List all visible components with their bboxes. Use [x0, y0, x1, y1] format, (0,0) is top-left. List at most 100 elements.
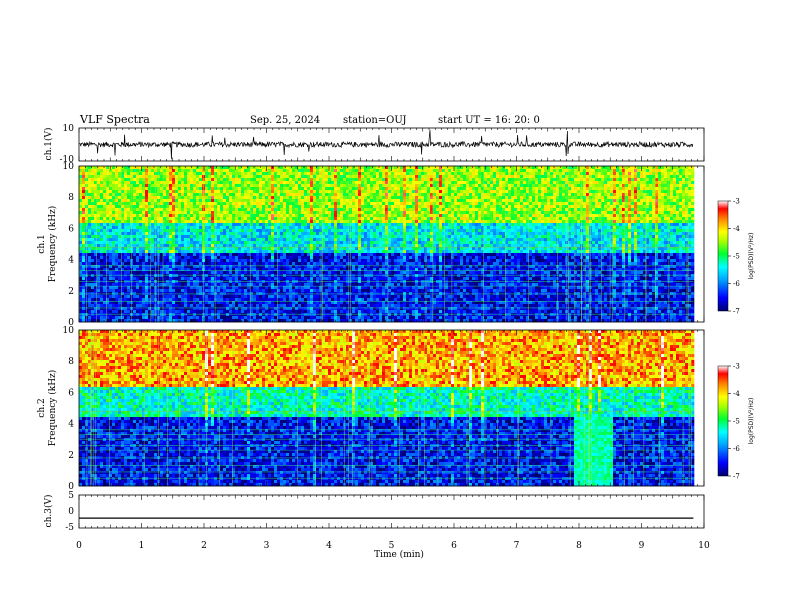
- spec-cell: [286, 172, 289, 175]
- spec-cell: [280, 169, 283, 172]
- spec-cell: [313, 289, 316, 292]
- spec-cell: [253, 178, 256, 181]
- spec-cell: [193, 304, 196, 307]
- spec-cell: [232, 172, 235, 175]
- spec-cell: [244, 238, 247, 241]
- spec-cell: [289, 181, 292, 184]
- spec-cell: [337, 202, 340, 205]
- spec-cell: [88, 286, 91, 289]
- spec-cell: [118, 187, 121, 190]
- spec-cell: [142, 265, 145, 268]
- spec-cell: [256, 232, 259, 235]
- spec-cell: [223, 253, 226, 256]
- spec-cell: [304, 202, 307, 205]
- spec-cell: [262, 295, 265, 298]
- spec-cell: [331, 304, 334, 307]
- spec-cell: [115, 223, 118, 226]
- spec-cell: [316, 229, 319, 232]
- spec-cell: [115, 187, 118, 190]
- spec-cell: [259, 253, 262, 256]
- spec-cell: [136, 208, 139, 211]
- spec-cell: [271, 298, 274, 301]
- spec-cell: [289, 223, 292, 226]
- spec-cell: [325, 223, 328, 226]
- spec-cell: [187, 235, 190, 238]
- spec-cell: [328, 226, 331, 229]
- spec-cell: [337, 205, 340, 208]
- spec-cell: [229, 205, 232, 208]
- spec-cell: [82, 208, 85, 211]
- spec-cell: [88, 313, 91, 316]
- spec-cell: [133, 223, 136, 226]
- spec-cell: [196, 250, 199, 253]
- spec-cell: [268, 223, 271, 226]
- spec-cell: [331, 220, 334, 223]
- spec-cell: [304, 175, 307, 178]
- spec-cell: [214, 250, 217, 253]
- spec-cell: [286, 304, 289, 307]
- spec-cell: [151, 247, 154, 250]
- spec-cell: [169, 244, 172, 247]
- spec-cell: [295, 172, 298, 175]
- spec-cell: [226, 211, 229, 214]
- spec-cell: [187, 247, 190, 250]
- spec-cell: [301, 190, 304, 193]
- spec-cell: [253, 241, 256, 244]
- spec-cell: [175, 274, 178, 277]
- spec-cell: [265, 289, 268, 292]
- spec-cell: [211, 265, 214, 268]
- spec-cell: [334, 274, 337, 277]
- spec-cell: [199, 196, 202, 199]
- spec-cell: [124, 175, 127, 178]
- spec-cell: [238, 178, 241, 181]
- spec-cell: [256, 247, 259, 250]
- spec-cell: [340, 226, 343, 229]
- spec-cell: [232, 229, 235, 232]
- spec-cell: [304, 316, 307, 319]
- spec-cell: [118, 238, 121, 241]
- spec-cell: [280, 187, 283, 190]
- spec-cell: [205, 274, 208, 277]
- spec-cell: [340, 307, 343, 310]
- spec-cell: [247, 298, 250, 301]
- spec-cell: [283, 190, 286, 193]
- spec-cell: [109, 274, 112, 277]
- spec-cell: [193, 256, 196, 259]
- spec-cell: [310, 193, 313, 196]
- spec-cell: [91, 313, 94, 316]
- spec-cell: [133, 178, 136, 181]
- spec-cell: [331, 199, 334, 202]
- spec-cell: [85, 259, 88, 262]
- spec-cell: [340, 184, 343, 187]
- spec-cell: [289, 316, 292, 319]
- spec-cell: [331, 214, 334, 217]
- spec-cell: [145, 175, 148, 178]
- spec-cell: [97, 250, 100, 253]
- spec-cell: [136, 253, 139, 256]
- spec-cell: [268, 295, 271, 298]
- spec-cell: [244, 271, 247, 274]
- spec-cell: [283, 262, 286, 265]
- spec-cell: [133, 217, 136, 220]
- spec-cell: [229, 247, 232, 250]
- spec-cell: [163, 166, 166, 169]
- spec-cell: [97, 274, 100, 277]
- spec-cell: [112, 262, 115, 265]
- spec-cell: [310, 220, 313, 223]
- spec-cell: [127, 229, 130, 232]
- spec-cell: [301, 169, 304, 172]
- spec-cell: [127, 175, 130, 178]
- spec-cell: [298, 178, 301, 181]
- spec-cell: [328, 220, 331, 223]
- spec-cell: [214, 211, 217, 214]
- spec-cell: [235, 298, 238, 301]
- spec-cell: [295, 196, 298, 199]
- spec-cell: [343, 193, 346, 196]
- spec-cell: [229, 220, 232, 223]
- spec-cell: [295, 304, 298, 307]
- spec-cell: [301, 175, 304, 178]
- spec-cell: [142, 310, 145, 313]
- spec-cell: [154, 313, 157, 316]
- spec-cell: [112, 253, 115, 256]
- spec-cell: [244, 193, 247, 196]
